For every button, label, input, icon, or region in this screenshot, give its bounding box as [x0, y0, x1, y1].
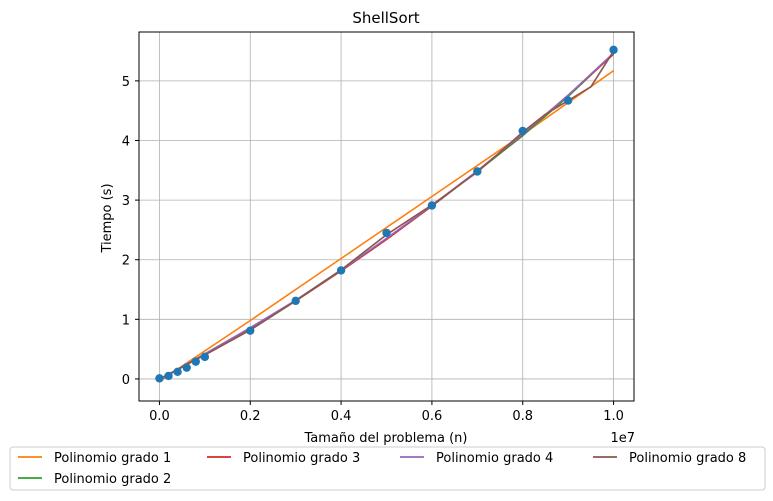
y-tick-label: 0	[122, 373, 130, 388]
x-axis-label: Tamaño del problema (n)	[304, 431, 468, 446]
data-point	[182, 363, 191, 372]
x-tick-label: 0.6	[422, 409, 443, 424]
data-point	[246, 326, 255, 335]
data-point	[291, 296, 300, 306]
series-line-2	[159, 52, 615, 381]
y-tick-label: 1	[122, 313, 130, 328]
grid	[139, 32, 634, 401]
legend-label-4: Polinomio grado 4	[436, 451, 553, 466]
legend-box	[9, 446, 766, 491]
data-point	[200, 352, 210, 362]
x-tick-label: 0.0	[149, 409, 170, 424]
legend: Polinomio grado 1 Polinomio grado 2 Polino…	[9, 446, 766, 491]
series-line-1	[158, 70, 615, 382]
series-line-4	[159, 52, 615, 381]
x-tick-label: 0.2	[240, 409, 261, 424]
chart-title: ShellSort	[352, 9, 419, 27]
y-tick-label: 3	[122, 194, 130, 209]
points-layer	[155, 45, 618, 383]
legend-label-2: Polinomio grado 2	[54, 472, 171, 487]
data-point	[563, 96, 573, 105]
data-point	[164, 371, 173, 381]
data-point	[173, 367, 182, 376]
y-tick-label: 4	[122, 134, 130, 149]
ticks: 0.0 0.2 0.4 0.6 0.8 1.0 0 1 2 3 4 5	[122, 75, 624, 424]
legend-label-3: Polinomio grado 3	[243, 451, 360, 466]
series-line-5	[159, 50, 615, 380]
x-tick-label: 0.4	[331, 409, 352, 424]
data-point	[155, 374, 164, 383]
data-point	[382, 228, 391, 238]
data-point	[191, 357, 200, 366]
data-point	[473, 167, 482, 176]
data-point	[609, 45, 618, 55]
x-offset-label: 1e7	[610, 431, 635, 446]
y-tick-label: 2	[122, 254, 130, 269]
x-tick-label: 1.0	[603, 409, 624, 424]
series-layer	[158, 50, 615, 382]
legend-label-1: Polinomio grado 1	[54, 451, 171, 466]
y-axis-label: Tiempo (s)	[100, 183, 115, 253]
y-tick-label: 5	[122, 75, 130, 90]
plot-frame	[138, 31, 635, 402]
x-tick-label: 0.8	[512, 409, 533, 424]
data-point	[518, 126, 527, 136]
data-point	[336, 266, 346, 275]
series-line-3	[159, 53, 615, 381]
data-point	[427, 201, 437, 210]
legend-label-5: Polinomio grado 8	[629, 451, 746, 466]
